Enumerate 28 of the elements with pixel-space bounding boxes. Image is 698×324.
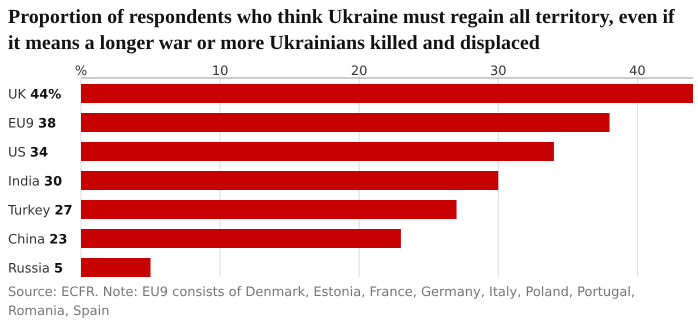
data-label: 23 [49, 232, 68, 248]
y-tick-label: UK [8, 88, 26, 102]
bar [81, 113, 610, 132]
data-label: 30 [44, 174, 62, 190]
data-label: 27 [54, 204, 73, 218]
x-tick-label: 10 [212, 64, 228, 79]
bar [81, 258, 151, 277]
y-tick-label: India [8, 174, 40, 190]
y-tick-label: US [8, 146, 26, 160]
bar [81, 200, 457, 219]
data-label: 44% [30, 88, 62, 102]
bar [81, 229, 401, 248]
source-note: Source: ECFR. Note: EU9 consists of Denmark, Estonia, France, Germany, Italy, Poland, Portugal, Romania, Spain [8, 285, 636, 319]
data-label: 34 [30, 146, 48, 160]
x-tick-label: 20 [350, 64, 368, 79]
data-label: 38 [38, 116, 56, 132]
y-tick-label: Russia [8, 262, 50, 276]
bar [81, 84, 693, 103]
y-tick-label: Turkey [8, 204, 50, 218]
y-tick-label: EU9 [8, 116, 34, 132]
chart-title: Proportion of respondents who think Ukraine must regain all territory, even if it means a longer war or more Ukrainians killed and displaced [8, 6, 675, 54]
x-tick-label: 40 [629, 64, 646, 79]
y-tick-label: China [8, 232, 46, 248]
bar [81, 142, 554, 161]
bar [81, 171, 498, 190]
x-tick-label: % [74, 64, 88, 79]
x-tick-label: 30 [490, 64, 507, 79]
data-label: 5 [54, 262, 63, 276]
